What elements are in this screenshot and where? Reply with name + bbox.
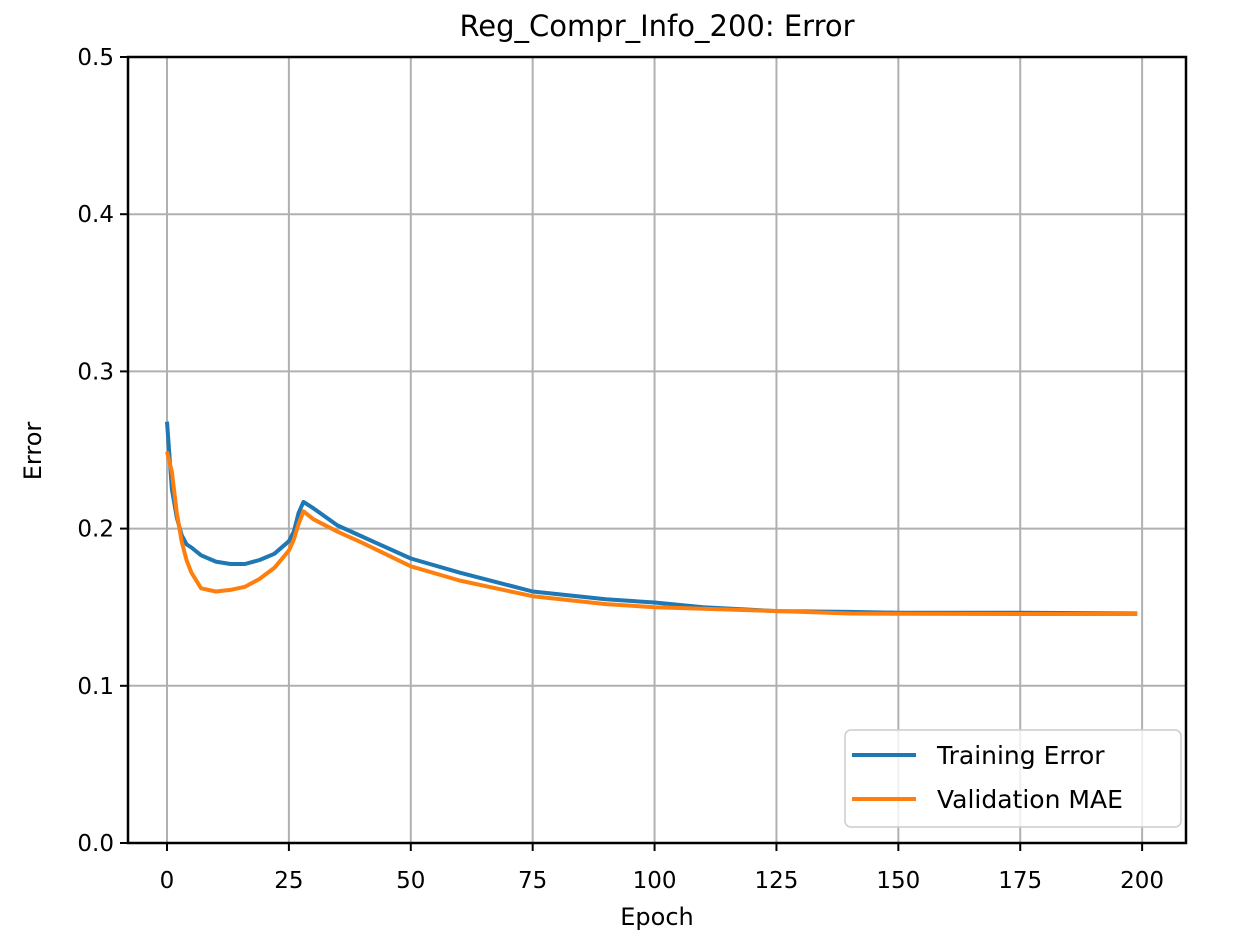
x-tick-label: 75	[518, 868, 547, 894]
x-tick-label: 175	[998, 868, 1042, 894]
x-tick-label: 100	[633, 868, 677, 894]
plot-frame	[126, 55, 1188, 845]
x-tick-label: 200	[1120, 868, 1164, 894]
legend: Training Error Validation MAE	[844, 729, 1182, 828]
y-tick-label: 0.0	[77, 831, 114, 857]
y-tick-label: 0.1	[77, 674, 114, 700]
y-tick-label: 0.4	[77, 202, 114, 228]
series-line-validation-mae	[165, 451, 1138, 616]
y-axis-label: Error	[19, 422, 47, 481]
plot-series	[165, 421, 1138, 616]
x-tick-label: 0	[160, 868, 175, 894]
legend-label-training-error: Training Error	[936, 741, 1105, 770]
x-tick-label: 125	[754, 868, 798, 894]
chart-title: Reg_Compr_Info_200: Error	[459, 9, 854, 43]
legend-label-validation-mae: Validation MAE	[937, 785, 1123, 814]
y-tick-label: 0.5	[77, 45, 114, 71]
x-axis-label: Epoch	[620, 903, 694, 931]
y-tick-label: 0.3	[77, 359, 114, 385]
y-axis-ticks: 0.0 0.1 0.2 0.3 0.4 0.5	[77, 45, 128, 857]
y-tick-label: 0.2	[77, 517, 114, 543]
x-tick-label: 25	[274, 868, 303, 894]
x-tick-label: 150	[876, 868, 920, 894]
legend-box	[844, 729, 1182, 828]
x-tick-label: 50	[396, 868, 425, 894]
x-axis-ticks: 0 25 50 75 100 125 150 175 200	[160, 843, 1164, 894]
